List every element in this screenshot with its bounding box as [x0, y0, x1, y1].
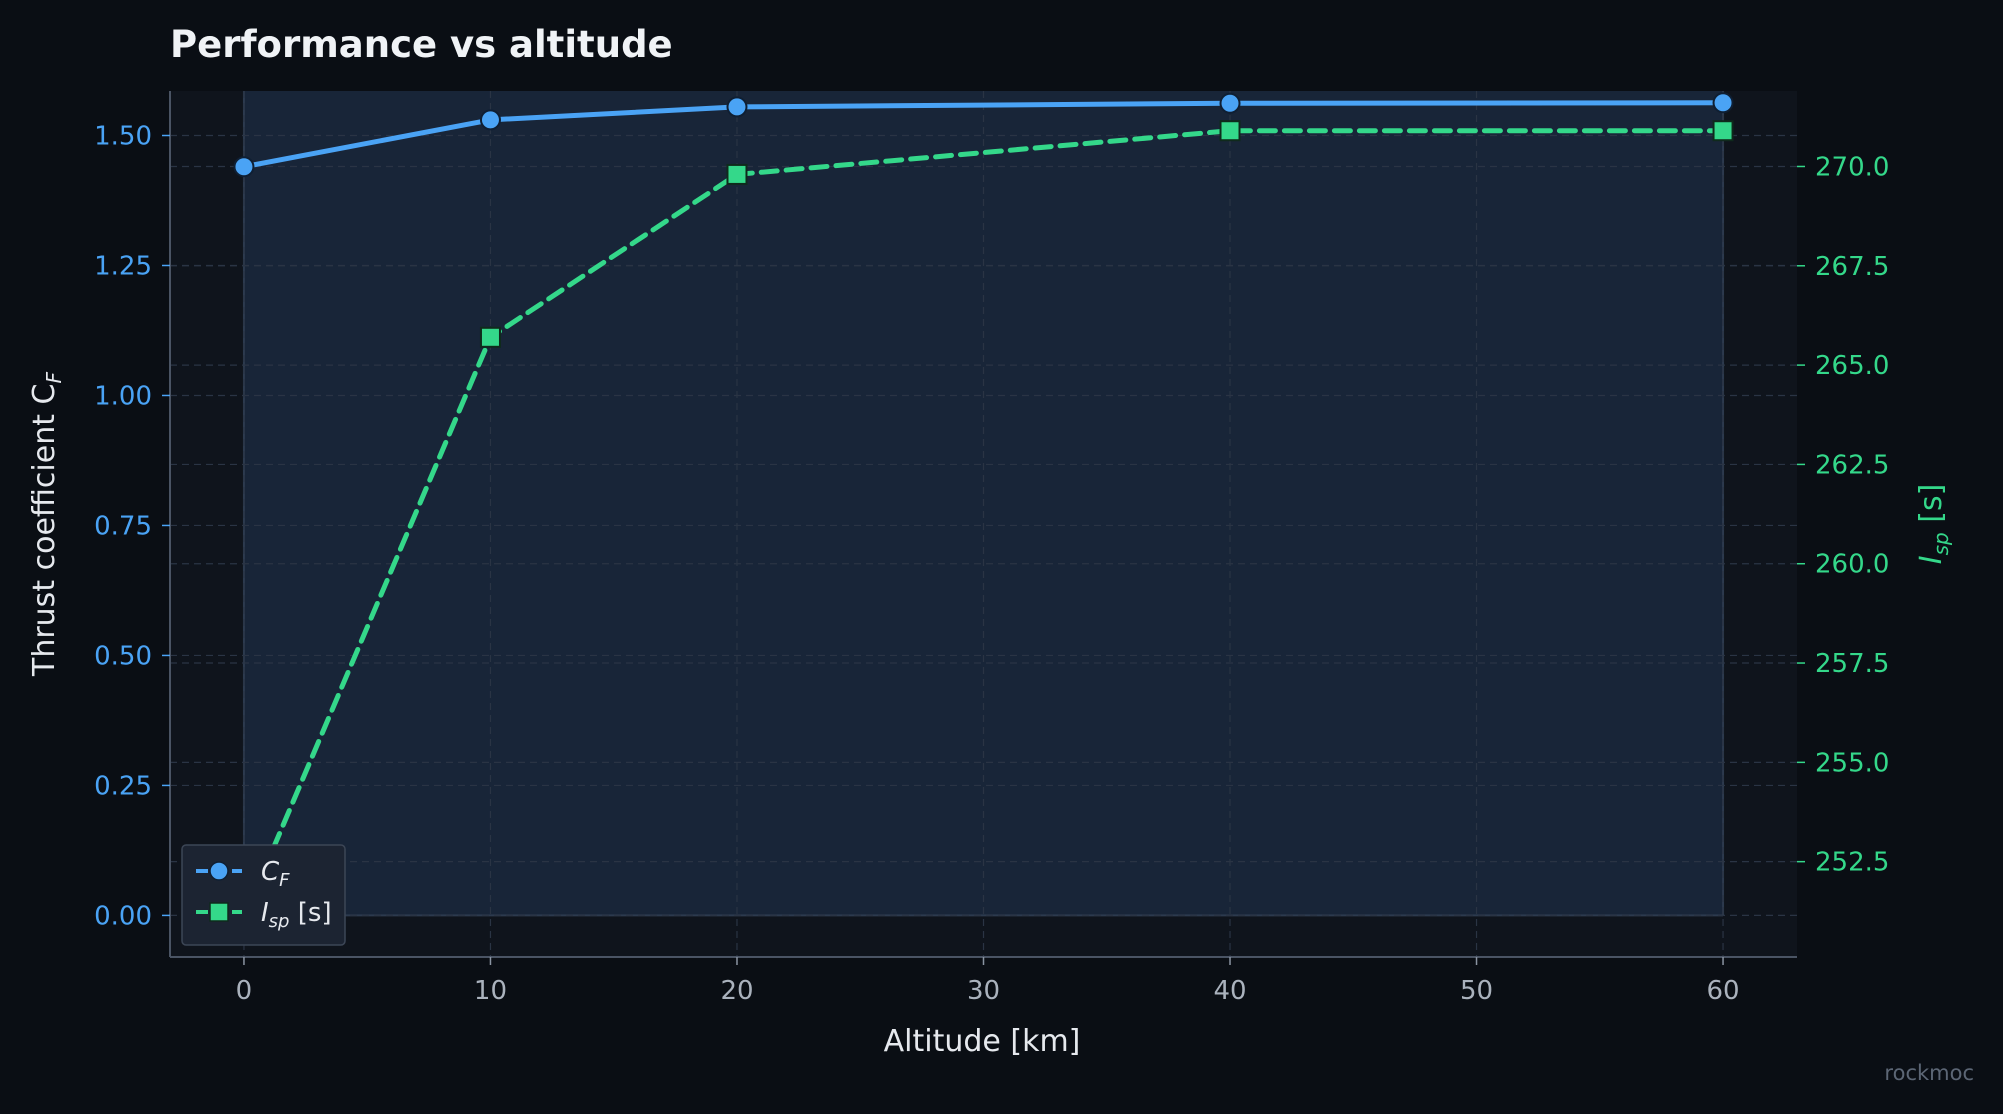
left-y-tick-label: 0.00 [94, 901, 152, 931]
data-point-cf [479, 109, 501, 131]
left-y-tick-label: 0.25 [94, 771, 152, 801]
series-layer [233, 92, 1734, 928]
left-y-tick-label: 1.00 [94, 381, 152, 411]
right-y-axis-label-subscript: sp [1929, 532, 1953, 555]
legend-cf-label-main: C [261, 857, 280, 887]
x-tick-label: 10 [474, 976, 507, 1006]
left-y-tick-label: 1.50 [94, 122, 152, 152]
right-y-tick-label: 265.0 [1815, 351, 1889, 381]
left-y-axis-label-main: Thrust coefficient C [27, 384, 62, 677]
x-axis-label: Altitude [km] [884, 1024, 1081, 1059]
left-y-tick-label: 0.75 [94, 511, 152, 541]
right-y-tick-label: 267.5 [1815, 252, 1889, 282]
data-point-cf [1219, 92, 1241, 114]
x-tick-label: 60 [1706, 976, 1739, 1006]
data-point-isp [1712, 120, 1734, 142]
right-y-axis-label: Isp [s] [1914, 484, 1953, 565]
data-point-cf [1712, 92, 1734, 114]
chart-title: Performance vs altitude [170, 23, 673, 66]
x-tick-label: 40 [1213, 976, 1246, 1006]
legend-cf-label: CF [261, 857, 290, 891]
data-point-cf [726, 96, 748, 118]
legend-cf-label-subscript: F [279, 870, 290, 891]
left-y-axis-ticks: 0.00 0.25 0.50 0.75 1.00 1.25 1.50 [94, 122, 170, 931]
legend-isp-marker [209, 902, 229, 922]
x-tick-label: 20 [720, 976, 753, 1006]
left-y-axis-label: Thrust coefficient CF [27, 372, 66, 677]
legend-isp-label: Isp [s] [261, 898, 332, 932]
right-y-tick-label: 260.0 [1815, 550, 1889, 580]
legend-cf-marker [209, 861, 229, 881]
right-y-axis-ticks: 252.5 255.0 257.5 260.0 262.5 265.0 267.5 270.0 [1797, 152, 1889, 878]
left-y-tick-label: 0.50 [94, 641, 152, 671]
x-tick-label: 50 [1460, 976, 1493, 1006]
x-tick-label: 0 [236, 976, 253, 1006]
legend-isp-label-main: I [261, 898, 269, 928]
left-y-tick-label: 1.25 [94, 251, 152, 281]
right-y-tick-label: 257.5 [1815, 649, 1889, 679]
grid [170, 91, 1797, 957]
data-point-cf [233, 156, 255, 178]
right-y-tick-label: 262.5 [1815, 450, 1889, 480]
data-point-isp [726, 163, 748, 185]
right-y-tick-label: 255.0 [1815, 748, 1889, 778]
right-y-tick-label: 252.5 [1815, 848, 1889, 878]
x-axis-ticks: 0 10 20 30 40 50 60 [236, 957, 1740, 1006]
right-y-tick-label: 270.0 [1815, 152, 1889, 182]
right-y-axis-label-suffix: [s] [1914, 484, 1949, 533]
legend: CF Isp [s] [181, 844, 346, 946]
credit-watermark: rockmoc [1884, 1061, 1974, 1085]
data-point-isp [479, 326, 501, 348]
data-point-isp [1219, 120, 1241, 142]
left-y-axis-label-subscript: F [42, 372, 66, 384]
legend-isp-label-subscript: sp [269, 911, 290, 932]
legend-isp-label-suffix: [s] [289, 898, 331, 928]
right-y-axis-label-main: I [1914, 555, 1949, 564]
x-tick-label: 30 [967, 976, 1000, 1006]
